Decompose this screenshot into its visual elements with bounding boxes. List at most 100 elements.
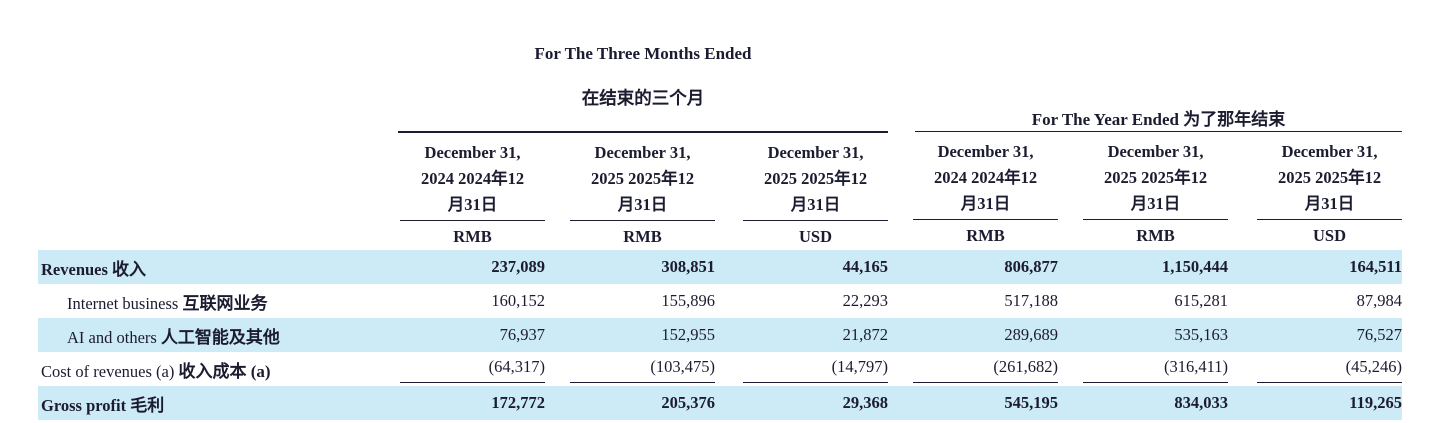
value-cell: 155,896 bbox=[545, 284, 715, 318]
three-months-title-en: For The Three Months Ended bbox=[534, 44, 752, 63]
spacer-cell bbox=[38, 24, 398, 64]
table-row: Revenues 收入 237,089 308,851 44,165 806,877 1,… bbox=[38, 250, 1403, 284]
value-cell: 21,872 bbox=[715, 318, 889, 352]
value-cell: (261,682) bbox=[888, 352, 1059, 386]
value-cell: 237,089 bbox=[398, 250, 545, 284]
value-text: 76,937 bbox=[499, 325, 545, 344]
value-text: 76,527 bbox=[1356, 325, 1403, 344]
value-text: 237,089 bbox=[491, 257, 545, 276]
value-cell: 806,877 bbox=[888, 250, 1059, 284]
row-label: Gross profit 毛利 bbox=[38, 386, 398, 420]
table-row: Gross profit 毛利 172,772 205,376 29,368 545,1… bbox=[38, 386, 1403, 420]
row-label-en: Revenues bbox=[41, 259, 108, 279]
column-date-line: 月31日 bbox=[913, 191, 1059, 220]
value-cell: 535,163 bbox=[1058, 318, 1229, 352]
value-cell: 119,265 bbox=[1228, 386, 1403, 420]
column-header-5: December 31, 2025 2025年12 月31日 RMB bbox=[1058, 132, 1229, 250]
row-label-en: Internet business bbox=[67, 293, 179, 313]
spacer-cell bbox=[888, 24, 1402, 64]
value-text: 205,376 bbox=[661, 393, 715, 412]
row-label-en: AI and others bbox=[67, 327, 157, 347]
value-text: 535,163 bbox=[1174, 325, 1229, 344]
table-row: Internet business 互联网业务 160,152 155,896 22,… bbox=[38, 284, 1402, 318]
title-row-zh: 在结束的三个月 For The Year Ended 为了那年结束 bbox=[38, 64, 1403, 133]
row-label-zh: 收入 bbox=[112, 259, 147, 279]
value-text: 119,265 bbox=[1349, 393, 1403, 412]
row-label-zh: 人工智能及其他 bbox=[160, 327, 280, 347]
column-header-row: December 31, 2024 2024年12 月31日 RMB December … bbox=[38, 132, 1403, 250]
value-cell: 22,293 bbox=[715, 284, 888, 318]
value-text: 1,150,444 bbox=[1162, 257, 1229, 276]
row-label-en: Gross profit bbox=[41, 395, 127, 415]
column-date-line: December 31, bbox=[767, 143, 864, 162]
row-label-zh: 互联网业务 bbox=[182, 293, 268, 313]
row-label: Cost of revenues (a) 收入成本 (a) bbox=[38, 352, 398, 386]
currency-label: RMB bbox=[966, 226, 1005, 245]
column-date-line: 2025 2025年12 bbox=[590, 169, 695, 188]
column-date-line: December 31, bbox=[424, 143, 521, 162]
column-header-box: December 31, 2025 2025年12 月31日 USD bbox=[1257, 139, 1403, 249]
currency-label: RMB bbox=[623, 227, 662, 246]
column-date-line: 月31日 bbox=[400, 192, 545, 221]
value-text: 22,293 bbox=[842, 291, 889, 310]
row-label: AI and others 人工智能及其他 bbox=[38, 318, 398, 352]
title-row-en: For The Three Months Ended bbox=[38, 24, 1402, 64]
value-cell: (14,797) bbox=[715, 352, 889, 386]
currency-label: RMB bbox=[1136, 226, 1175, 245]
value-text: (316,411) bbox=[1083, 355, 1229, 383]
column-header-3: December 31, 2025 2025年12 月31日 USD bbox=[715, 132, 889, 250]
row-label: Internet business 互联网业务 bbox=[38, 284, 398, 318]
value-cell: 545,195 bbox=[888, 386, 1059, 420]
column-date-line: December 31, bbox=[937, 142, 1034, 161]
column-date-line: 2025 2025年12 bbox=[763, 169, 868, 188]
currency-label: RMB bbox=[453, 227, 492, 246]
value-cell: 152,955 bbox=[545, 318, 715, 352]
table-row: AI and others 人工智能及其他 76,937 152,955 21,872… bbox=[38, 318, 1403, 352]
value-cell: 517,188 bbox=[888, 284, 1058, 318]
value-text: 155,896 bbox=[661, 291, 715, 310]
value-cell: 164,511 bbox=[1228, 250, 1403, 284]
column-date-line: 月31日 bbox=[1257, 191, 1403, 220]
column-date-line: 2025 2025年12 bbox=[1103, 168, 1208, 187]
column-header-2: December 31, 2025 2025年12 月31日 RMB bbox=[545, 132, 715, 250]
row-label: Revenues 收入 bbox=[38, 250, 398, 284]
value-cell: (45,246) bbox=[1228, 352, 1403, 386]
column-header-4: December 31, 2024 2024年12 月31日 RMB bbox=[888, 132, 1059, 250]
value-cell: 76,527 bbox=[1228, 318, 1403, 352]
column-date-line: December 31, bbox=[1281, 142, 1378, 161]
year-ended-title: For The Year Ended 为了那年结束 bbox=[915, 105, 1403, 132]
column-header-box: December 31, 2025 2025年12 月31日 USD bbox=[743, 140, 889, 250]
value-cell: 308,851 bbox=[545, 250, 715, 284]
financial-statement-sheet: For The Three Months Ended 在结束的三个月 For T… bbox=[0, 24, 1437, 423]
value-text: 615,281 bbox=[1174, 291, 1229, 310]
value-text: 160,152 bbox=[491, 291, 545, 310]
currency-label: USD bbox=[1313, 226, 1347, 245]
value-text: 152,955 bbox=[661, 325, 715, 344]
column-header-6: December 31, 2025 2025年12 月31日 USD bbox=[1228, 132, 1403, 250]
value-cell: (64,317) bbox=[398, 352, 545, 386]
currency-label: USD bbox=[799, 227, 833, 246]
row-label-zh: 收入成本 (a) bbox=[178, 361, 271, 381]
value-text: 164,511 bbox=[1349, 257, 1403, 276]
value-text: 172,772 bbox=[491, 393, 545, 412]
value-cell: (316,411) bbox=[1058, 352, 1229, 386]
row-label-zh: 毛利 bbox=[130, 395, 165, 415]
column-date-line: 月31日 bbox=[1083, 191, 1229, 220]
value-cell: 834,033 bbox=[1058, 386, 1229, 420]
value-cell: 76,937 bbox=[398, 318, 545, 352]
table-row: Cost of revenues (a) 收入成本 (a) (64,317) (10… bbox=[38, 352, 1403, 386]
column-date-line: 2024 2024年12 bbox=[420, 169, 525, 188]
value-text: 29,368 bbox=[842, 393, 889, 412]
value-text: (45,246) bbox=[1257, 355, 1403, 383]
value-cell: 172,772 bbox=[398, 386, 545, 420]
column-header-box: December 31, 2025 2025年12 月31日 RMB bbox=[570, 140, 715, 250]
value-cell: 1,150,444 bbox=[1058, 250, 1229, 284]
value-text: 21,872 bbox=[842, 325, 889, 344]
column-header-box: December 31, 2024 2024年12 月31日 RMB bbox=[400, 140, 545, 250]
column-date-line: 月31日 bbox=[570, 192, 715, 221]
value-text: 806,877 bbox=[1004, 257, 1059, 276]
value-text: 834,033 bbox=[1174, 393, 1229, 412]
column-date-line: 2025 2025年12 bbox=[1277, 168, 1382, 187]
column-date-line: December 31, bbox=[594, 143, 691, 162]
column-date-line: December 31, bbox=[1107, 142, 1204, 161]
